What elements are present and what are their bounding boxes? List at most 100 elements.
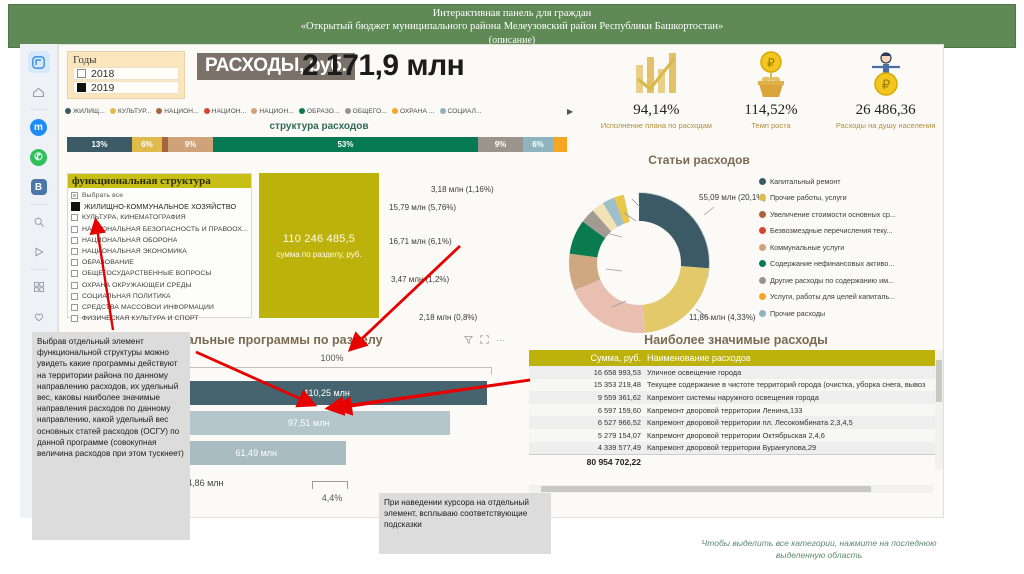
- expense-items-donut[interactable]: [514, 171, 764, 356]
- table-cell-sum: 15 353 219,48: [593, 380, 641, 390]
- functional-structure-checkbox[interactable]: [71, 248, 78, 256]
- functional-structure-item[interactable]: НАЦИОНАЛЬНАЯ ЭКОНОМИКА: [71, 246, 248, 257]
- table-vscroll-thumb[interactable]: [936, 360, 942, 402]
- functional-structure-item[interactable]: ОХРАНА ОКРУЖАЮЩЕЙ СРЕДЫ: [71, 280, 248, 291]
- expense-legend-item[interactable]: Увеличение стоимости основных ср...: [759, 206, 944, 223]
- structure-segment[interactable]: [553, 137, 567, 152]
- focus-icon[interactable]: [480, 335, 489, 346]
- search-icon[interactable]: [28, 211, 50, 233]
- structure-stacked-bar[interactable]: 13% 6% 9% 53% 9% 6%: [67, 137, 567, 152]
- checkbox-2019[interactable]: [77, 83, 86, 92]
- legend-next-arrow-icon[interactable]: ▶: [567, 107, 574, 116]
- column-header-sum[interactable]: Сумма, руб.: [590, 353, 641, 363]
- functional-structure-checkbox[interactable]: [71, 270, 78, 278]
- program-row[interactable]: Комплексное развитие сельск...61,49 млн: [67, 439, 507, 467]
- filter-icon[interactable]: [463, 335, 474, 346]
- table-row[interactable]: 6 527 966,52 Капремонт дворовой территори…: [529, 416, 943, 429]
- structure-legend[interactable]: ЖИЛИЩ... КУЛЬТУР... НАЦИОН... НАЦИОН... НАЦИ…: [65, 103, 577, 119]
- functional-structure-checkbox[interactable]: [71, 225, 78, 233]
- structure-segment[interactable]: 9%: [478, 137, 523, 152]
- legend-item[interactable]: НАЦИОН...: [156, 108, 199, 115]
- expense-legend-item[interactable]: Услуги, работы для целей капиталь...: [759, 289, 944, 306]
- expense-items-legend[interactable]: Капитальный ремонт Прочие работы, услуги У…: [759, 173, 944, 363]
- functional-structure-item[interactable]: ФИЗИЧЕСКАЯ КУЛЬТУРА И СПОРТ: [71, 313, 248, 324]
- table-cell-name: Уличное освещение города: [647, 367, 742, 377]
- opera-logo-icon[interactable]: [27, 51, 50, 73]
- functional-structure-item[interactable]: ОБЩЕГОСУДАРСТВЕННЫЕ ВОПРОСЫ: [71, 268, 248, 279]
- functional-structure-checkbox[interactable]: [71, 236, 78, 244]
- legend-item[interactable]: ОХРАНА ...: [391, 108, 435, 115]
- structure-segment[interactable]: 9%: [168, 137, 213, 152]
- functional-structure-checkbox[interactable]: [71, 192, 78, 200]
- functional-structure-item[interactable]: НАЦИОНАЛЬНАЯ ОБОРОНА: [71, 235, 248, 246]
- table-row[interactable]: 4 339 577,49 Капремонт дворовой территори…: [529, 441, 943, 455]
- functional-structure-checkbox[interactable]: [71, 303, 78, 311]
- expense-legend-item[interactable]: Другие расходы по содержанию им...: [759, 272, 944, 289]
- program-bar[interactable]: 61,49 млн: [167, 441, 346, 465]
- player-icon[interactable]: [28, 241, 50, 263]
- functional-structure-item[interactable]: СОЦИАЛЬНАЯ ПОЛИТИКА: [71, 291, 248, 302]
- structure-segment[interactable]: 6%: [132, 137, 162, 152]
- year-option-2018[interactable]: 2018: [73, 67, 179, 80]
- table-row[interactable]: 5 279 154,07 Капремонт дворовой территори…: [529, 428, 943, 442]
- year-option-2019[interactable]: 2019: [73, 81, 179, 94]
- expense-legend-item[interactable]: Безвозмездные перечисления теку...: [759, 223, 944, 240]
- expense-legend-item[interactable]: Прочие расходы: [759, 305, 944, 322]
- years-slicer[interactable]: Годы 2018 2019: [67, 51, 185, 99]
- table-header-row[interactable]: Сумма, руб. Наименование расходов: [529, 350, 943, 366]
- legend-item[interactable]: НАЦИОН...: [203, 108, 247, 115]
- expense-legend-item[interactable]: Капитальный ремонт: [759, 173, 944, 190]
- functional-structure-item[interactable]: НАЦИОНАЛЬНАЯ БЕЗОПАСНОСТЬ И ПРАВООХ...: [71, 224, 248, 235]
- functional-structure-item[interactable]: КУЛЬТУРА, КИНЕМАТОГРАФИЯ: [71, 212, 248, 223]
- functional-structure-item[interactable]: ОБРАЗОВАНИЕ: [71, 257, 248, 268]
- legend-item[interactable]: СОЦИАЛ...: [439, 108, 482, 115]
- table-row[interactable]: 6 597 159,60 Капремонт дворовой территори…: [529, 403, 943, 417]
- functional-structure-checkbox[interactable]: [71, 292, 78, 300]
- functional-structure-item[interactable]: ЖИЛИЩНО-КОММУНАЛЬНОЕ ХОЗЯЙСТВО: [71, 201, 248, 212]
- legend-item[interactable]: ЖИЛИЩ...: [65, 108, 105, 115]
- legend-item[interactable]: НАЦИОН...: [251, 108, 294, 115]
- table-row[interactable]: 9 559 361,62 Капремонт системы наружного …: [529, 391, 943, 404]
- functional-structure-checkbox[interactable]: [71, 259, 78, 267]
- structure-segment[interactable]: [162, 137, 168, 152]
- functional-structure-checkbox[interactable]: [71, 315, 78, 323]
- table-row[interactable]: 16 658 993,53 Уличное освещение города: [529, 366, 943, 379]
- functional-structure-list[interactable]: Выбрать все ЖИЛИЩНО-КОММУНАЛЬНОЕ ХОЗЯЙСТВ…: [68, 188, 251, 326]
- table-vertical-scrollbar[interactable]: [935, 350, 943, 470]
- table-hscroll-thumb[interactable]: [541, 486, 871, 492]
- legend-item[interactable]: ОБЩЕГО...: [344, 108, 387, 115]
- program-bar[interactable]: 97,51 млн: [167, 411, 451, 435]
- messenger-icon[interactable]: m: [28, 116, 50, 138]
- programs-footer-bracket: [312, 481, 348, 489]
- workspaces-icon[interactable]: [28, 276, 50, 298]
- expense-legend-item[interactable]: Коммунальные услуги: [759, 239, 944, 256]
- expense-legend-item[interactable]: Прочие работы, услуги: [759, 190, 944, 207]
- significant-expenses-table[interactable]: Наиболее значимые расходы Сумма, руб. На…: [529, 333, 943, 493]
- program-row[interactable]: Жилищно-...97,51 млн: [67, 409, 507, 437]
- checkbox-2018[interactable]: [77, 69, 86, 78]
- table-row[interactable]: 15 353 219,48 Текущее содержание в чистот…: [529, 378, 943, 392]
- structure-segment[interactable]: 6%: [523, 137, 553, 152]
- functional-structure-item[interactable]: СРЕДСТВА МАССОВОЙ ИНФОРМАЦИИ: [71, 302, 248, 313]
- functional-structure-checkbox[interactable]: [71, 202, 80, 212]
- column-header-name[interactable]: Наименование расходов: [647, 353, 751, 363]
- legend-item[interactable]: ОБРАЗО...: [298, 108, 340, 115]
- functional-structure-slicer[interactable]: функциональная структура Выбрать все ЖИЛИ…: [67, 173, 252, 323]
- table-horizontal-scrollbar[interactable]: [529, 485, 933, 493]
- structure-segment[interactable]: 13%: [67, 137, 132, 152]
- functional-structure-checkbox[interactable]: [71, 214, 78, 222]
- program-bar[interactable]: 110,25 млн: [167, 381, 487, 405]
- home-icon[interactable]: [28, 81, 50, 103]
- table-total-row: 80 954 702,22: [529, 454, 943, 469]
- more-options-icon[interactable]: ···: [496, 335, 505, 345]
- functional-structure-checkbox[interactable]: [71, 281, 78, 289]
- programs-chart-toolbar[interactable]: ···: [463, 335, 505, 346]
- structure-segment[interactable]: 53%: [213, 137, 478, 152]
- legend-item[interactable]: КУЛЬТУР...: [109, 108, 151, 115]
- table-body[interactable]: 16 658 993,53 Уличное освещение города 15 …: [529, 366, 943, 455]
- vk-icon[interactable]: В: [28, 176, 50, 198]
- favorites-heart-icon[interactable]: [28, 306, 50, 328]
- expense-legend-item[interactable]: Содержание нефинансовых активо...: [759, 256, 944, 273]
- whatsapp-icon[interactable]: ✆: [28, 146, 50, 168]
- functional-structure-item[interactable]: Выбрать все: [71, 190, 248, 201]
